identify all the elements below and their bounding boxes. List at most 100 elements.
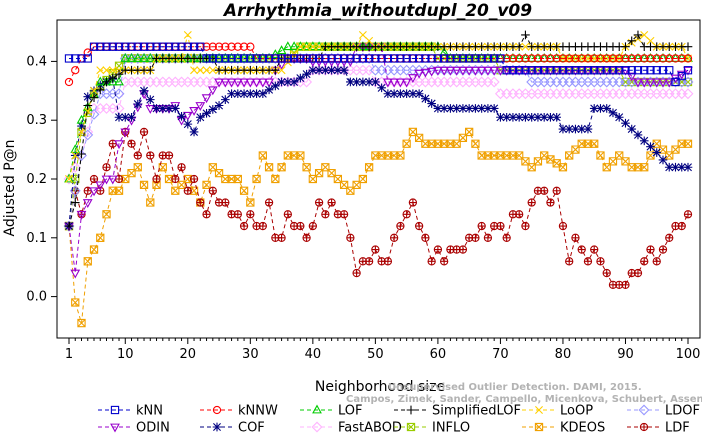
data-point xyxy=(677,162,687,172)
data-point xyxy=(471,234,480,242)
data-point xyxy=(683,139,693,148)
data-point xyxy=(502,54,511,63)
data-point xyxy=(583,66,593,76)
data-point xyxy=(170,104,180,113)
data-point xyxy=(308,65,318,75)
data-point xyxy=(64,54,74,63)
data-point xyxy=(571,124,580,134)
data-point xyxy=(601,66,612,76)
data-point xyxy=(659,245,667,254)
data-point xyxy=(415,222,423,230)
data-point xyxy=(402,210,411,219)
data-point xyxy=(553,187,561,195)
data-point xyxy=(633,268,643,278)
data-point xyxy=(652,148,662,157)
data-point xyxy=(396,54,405,63)
data-point xyxy=(201,94,212,104)
data-point xyxy=(102,163,111,172)
legend-item: ODIN xyxy=(98,421,170,434)
data-point xyxy=(658,78,668,88)
data-point xyxy=(71,66,80,75)
data-point xyxy=(352,54,361,63)
legend-label: LDF xyxy=(665,421,690,434)
data-point xyxy=(183,174,192,184)
data-point xyxy=(327,198,336,207)
data-point xyxy=(640,66,649,75)
data-point xyxy=(152,42,161,51)
data-point xyxy=(314,54,324,63)
data-point xyxy=(145,52,156,62)
data-point xyxy=(420,68,431,78)
data-point xyxy=(96,66,105,75)
data-point xyxy=(314,198,324,207)
legend-label: LDOF xyxy=(665,404,700,419)
data-point xyxy=(282,41,293,51)
data-point xyxy=(246,210,254,218)
legend-label: kNN xyxy=(136,404,163,419)
data-point xyxy=(640,163,649,172)
data-point xyxy=(389,89,399,99)
data-point xyxy=(69,161,81,173)
data-point xyxy=(389,54,399,63)
data-point xyxy=(471,139,480,148)
data-point xyxy=(664,162,674,172)
data-point xyxy=(289,41,299,51)
series-line xyxy=(68,58,688,227)
data-point xyxy=(277,163,286,172)
data-point xyxy=(258,54,267,63)
credit-line-2: Unsupervised Outlier Detection. DAMI, 20… xyxy=(388,382,642,393)
data-point xyxy=(258,151,267,160)
data-point xyxy=(189,106,199,116)
data-point xyxy=(183,119,193,129)
data-point xyxy=(109,140,117,148)
data-point xyxy=(427,99,436,108)
data-point xyxy=(284,210,292,218)
data-point xyxy=(634,269,642,277)
data-point xyxy=(521,30,530,40)
data-point xyxy=(577,124,587,134)
data-point xyxy=(358,30,367,39)
data-point xyxy=(196,66,205,75)
data-point xyxy=(433,66,443,76)
data-point xyxy=(208,105,218,114)
data-point xyxy=(396,151,405,160)
data-point xyxy=(527,54,536,63)
series-simplifiedlof xyxy=(64,30,693,231)
data-point xyxy=(302,234,311,242)
series-lof xyxy=(64,41,693,183)
data-point xyxy=(107,175,118,185)
data-point xyxy=(589,52,600,62)
data-point xyxy=(620,52,631,62)
data-point xyxy=(271,54,280,63)
data-point xyxy=(245,78,256,88)
data-point xyxy=(477,104,486,113)
legend-item: SimplifiedLOF xyxy=(394,404,521,419)
data-point xyxy=(414,69,425,79)
data-point xyxy=(328,198,336,207)
data-point xyxy=(565,54,574,63)
legend-label: kNNW xyxy=(238,404,278,419)
data-point xyxy=(535,406,543,414)
data-point xyxy=(576,52,587,62)
legend-item: kNN xyxy=(98,404,163,419)
data-point xyxy=(110,423,120,433)
legend: kNN kNNW LOF SimplifiedLOF LoOP LDOF ODIN COF Fa… xyxy=(98,404,700,434)
data-point xyxy=(671,77,680,87)
data-point xyxy=(526,66,537,76)
data-point xyxy=(207,86,218,96)
data-point xyxy=(226,52,237,62)
data-point xyxy=(233,54,242,63)
data-point xyxy=(110,405,120,415)
legend-label: LOF xyxy=(338,404,363,419)
data-point xyxy=(676,52,687,62)
data-point xyxy=(671,54,680,63)
data-point xyxy=(145,105,156,114)
data-point xyxy=(152,174,161,184)
data-point xyxy=(352,77,361,87)
data-point xyxy=(633,130,643,140)
data-point xyxy=(389,233,399,242)
data-point xyxy=(146,198,155,207)
data-point xyxy=(540,54,549,63)
data-point xyxy=(683,66,693,75)
data-point xyxy=(489,104,499,113)
